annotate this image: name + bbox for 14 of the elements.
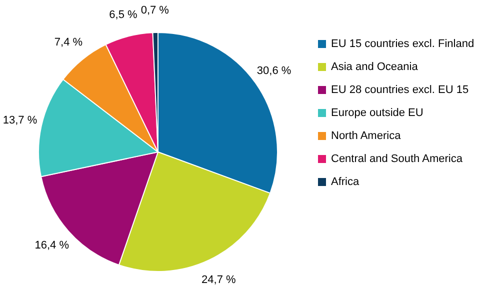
legend-label: Africa xyxy=(331,176,360,188)
data-label: 30,6 % xyxy=(256,65,292,78)
legend-label: EU 15 countries excl. Finland xyxy=(331,38,474,50)
data-label: 13,7 % xyxy=(2,114,38,127)
data-label: 6,5 % xyxy=(109,8,138,21)
legend-label: EU 28 countries excl. EU 15 xyxy=(331,84,469,96)
legend-label: Europe outside EU xyxy=(331,107,424,119)
legend-label: North America xyxy=(331,130,401,142)
data-label: 16,4 % xyxy=(34,240,70,252)
data-label: 7,4 % xyxy=(54,36,83,48)
legend-label: Asia and Oceania xyxy=(331,61,418,73)
data-label: 24,7 % xyxy=(202,274,236,286)
data-label: 0,7 % xyxy=(140,4,170,17)
legend-label: Central and South America xyxy=(331,153,462,165)
